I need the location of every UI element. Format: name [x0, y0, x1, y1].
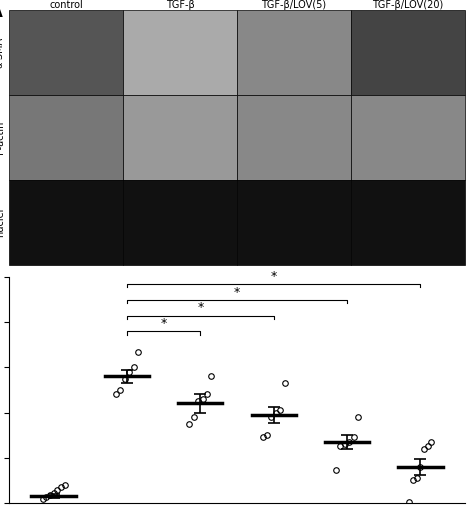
- Text: nuclei: nuclei: [0, 208, 5, 238]
- Text: TGF-β/LOV(20): TGF-β/LOV(20): [372, 1, 443, 10]
- Text: TGF-β/LOV(5): TGF-β/LOV(5): [261, 1, 327, 10]
- Bar: [351, 95, 465, 180]
- Bar: [9, 10, 123, 95]
- Text: *: *: [271, 270, 277, 283]
- Bar: [237, 10, 351, 95]
- Bar: [123, 180, 237, 265]
- Text: A: A: [0, 5, 3, 20]
- Text: α-SMA: α-SMA: [0, 37, 5, 68]
- Text: TGF-β: TGF-β: [166, 1, 194, 10]
- Text: *: *: [197, 301, 203, 314]
- Text: *: *: [234, 286, 240, 299]
- Bar: [9, 180, 123, 265]
- Bar: [123, 10, 237, 95]
- Bar: [123, 95, 237, 180]
- Bar: [351, 180, 465, 265]
- Bar: [9, 95, 123, 180]
- Bar: [351, 10, 465, 95]
- Text: control: control: [49, 1, 83, 10]
- Text: *: *: [161, 317, 167, 330]
- Bar: [237, 180, 351, 265]
- Bar: [237, 95, 351, 180]
- Text: F-actin: F-actin: [0, 121, 5, 154]
